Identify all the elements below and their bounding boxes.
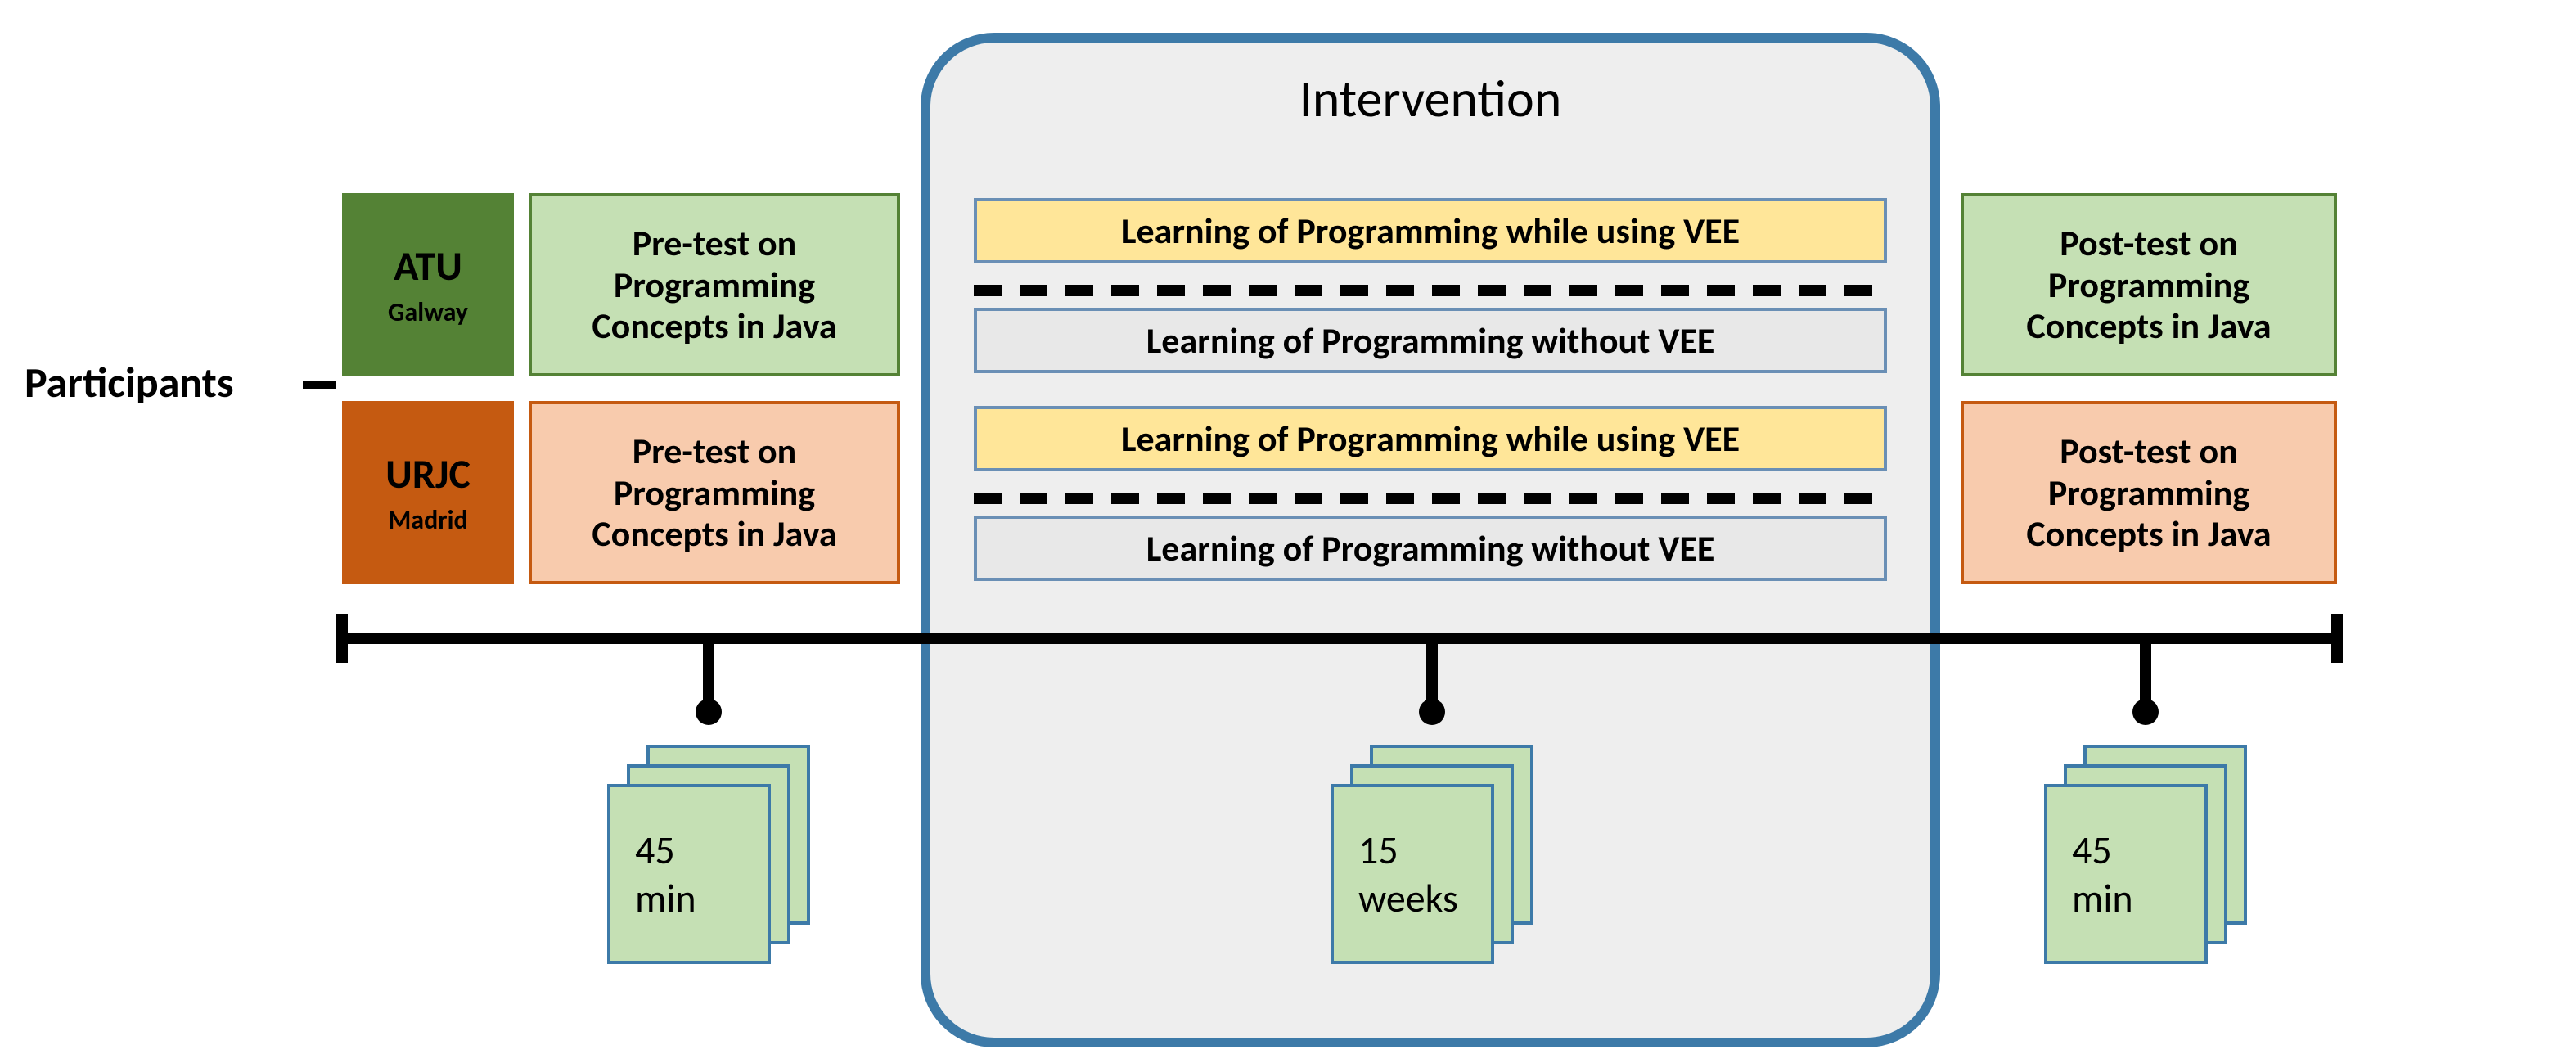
intervention-marker-card-line1: 15 bbox=[1358, 826, 1398, 874]
atu-pretest-box-text: Pre-test on Programming Concepts in Java bbox=[547, 223, 882, 347]
posttest-marker-card-line2: min bbox=[2072, 874, 2133, 922]
urjc-posttest-box: Post-test on Programming Concepts in Jav… bbox=[1961, 401, 2337, 584]
urjc-pretest-box-text: Pre-test on Programming Concepts in Java bbox=[547, 430, 882, 555]
urjc-separator bbox=[974, 493, 1887, 504]
pretest-marker-card: 45min bbox=[607, 784, 771, 964]
pretest-marker-card-line2: min bbox=[635, 874, 696, 922]
urjc-label-box: URJC Madrid bbox=[342, 401, 514, 584]
urjc-without-vee-box: Learning of Programming without VEE bbox=[974, 516, 1887, 581]
atu-with-vee-box: Learning of Programming while using VEE bbox=[974, 198, 1887, 263]
atu-label-line2: Galway bbox=[388, 296, 468, 328]
atu-without-vee-box-text: Learning of Programming without VEE bbox=[1146, 320, 1715, 362]
intervention-marker-card: 15weeks bbox=[1331, 784, 1494, 964]
atu-pretest-box: Pre-test on Programming Concepts in Java bbox=[529, 193, 900, 376]
urjc-with-vee-box-text: Learning of Programming while using VEE bbox=[1121, 418, 1740, 460]
participants-tick-icon bbox=[303, 376, 352, 393]
intervention-title: Intervention bbox=[1299, 67, 1562, 131]
urjc-label-line1: URJC bbox=[385, 449, 471, 499]
urjc-pretest-box: Pre-test on Programming Concepts in Java bbox=[529, 401, 900, 584]
urjc-with-vee-box: Learning of Programming while using VEE bbox=[974, 406, 1887, 471]
posttest-marker-card: 45min bbox=[2044, 784, 2208, 964]
atu-label-box: ATU Galway bbox=[342, 193, 514, 376]
atu-without-vee-box: Learning of Programming without VEE bbox=[974, 308, 1887, 373]
atu-label-line1: ATU bbox=[394, 241, 462, 291]
intervention-marker-card-line2: weeks bbox=[1358, 874, 1458, 922]
atu-posttest-box-text: Post-test on Programming Concepts in Jav… bbox=[1979, 223, 2319, 347]
urjc-posttest-box-text: Post-test on Programming Concepts in Jav… bbox=[1979, 430, 2319, 555]
atu-with-vee-box-text: Learning of Programming while using VEE bbox=[1121, 210, 1740, 252]
pretest-marker-dot bbox=[696, 699, 722, 725]
urjc-without-vee-box-text: Learning of Programming without VEE bbox=[1146, 528, 1715, 570]
posttest-marker-dot bbox=[2132, 699, 2159, 725]
atu-separator bbox=[974, 285, 1887, 296]
participants-label: Participants bbox=[25, 356, 234, 408]
urjc-label-line2: Madrid bbox=[388, 504, 467, 536]
posttest-marker-card-line1: 45 bbox=[2072, 826, 2112, 874]
pretest-marker-card-line1: 45 bbox=[635, 826, 675, 874]
atu-posttest-box: Post-test on Programming Concepts in Jav… bbox=[1961, 193, 2337, 376]
